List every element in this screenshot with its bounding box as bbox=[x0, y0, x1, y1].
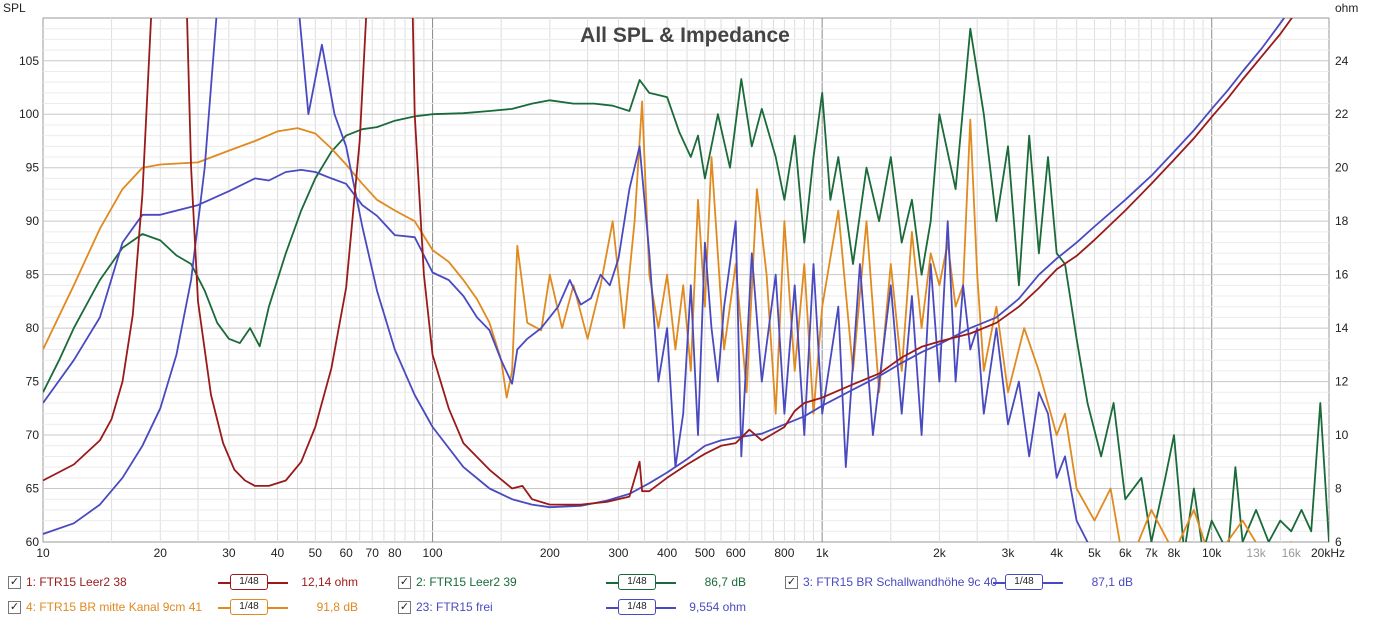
smoothing-label-2: 1/48 bbox=[618, 574, 656, 590]
y-tick-label-right: 22 bbox=[1335, 107, 1349, 121]
checkbox-4[interactable]: ✓ bbox=[8, 601, 21, 614]
y-axis-right-label: ohm bbox=[1335, 1, 1358, 15]
legend-name-1: 1: FTR15 Leer2 38 bbox=[26, 575, 127, 589]
y-axis-left-label: SPL bbox=[3, 1, 26, 15]
x-tick-label: 70 bbox=[366, 546, 380, 560]
smoothing-control-2[interactable]: 1/48 bbox=[606, 574, 676, 590]
x-tick-label: 20 bbox=[154, 546, 168, 560]
x-tick-label: 20kHz bbox=[1311, 546, 1345, 560]
y-tick-label-left: 85 bbox=[26, 268, 40, 282]
x-tick-label: 2k bbox=[933, 546, 947, 560]
y-axis-left-tick-labels: 60 65 70 75 80 85 90 95 100 105 bbox=[19, 54, 39, 549]
y-tick-label-left: 105 bbox=[19, 54, 39, 68]
y-tick-label-left: 100 bbox=[19, 107, 39, 121]
legend-value-4: 91,8 dB bbox=[316, 600, 358, 614]
smoothing-control-4[interactable]: 1/48 bbox=[218, 599, 288, 615]
x-tick-label: 100 bbox=[423, 546, 443, 560]
x-tick-label: 16k bbox=[1282, 546, 1302, 560]
legend-value-5: 9,554 ohm bbox=[689, 600, 746, 614]
x-tick-label: 10 bbox=[36, 546, 50, 560]
x-tick-label: 4k bbox=[1050, 546, 1064, 560]
x-tick-label: 1k bbox=[816, 546, 830, 560]
legend-entry-5: ✓ 23: FTR15 frei 1/48 9,554 ohm bbox=[398, 597, 768, 619]
y-tick-label-left: 65 bbox=[26, 482, 40, 496]
x-tick-label: 400 bbox=[657, 546, 677, 560]
x-tick-label: 13k bbox=[1246, 546, 1266, 560]
smoothing-label-5: 1/48 bbox=[618, 599, 656, 615]
x-tick-label: 80 bbox=[388, 546, 402, 560]
x-tick-label: 800 bbox=[774, 546, 794, 560]
curves bbox=[43, 18, 1329, 542]
y-tick-label-right: 18 bbox=[1335, 214, 1349, 228]
legend-name-3: 3: FTR15 BR Schallwandhöhe 9c 40 bbox=[803, 575, 998, 589]
y-tick-label-left: 90 bbox=[26, 214, 40, 228]
y-tick-label-right: 8 bbox=[1335, 482, 1342, 496]
x-tick-label: 6k bbox=[1119, 546, 1133, 560]
legend-name-5: 23: FTR15 frei bbox=[416, 600, 493, 614]
x-tick-label: 3k bbox=[1002, 546, 1016, 560]
y-tick-label-right: 10 bbox=[1335, 428, 1349, 442]
x-tick-label: 40 bbox=[271, 546, 285, 560]
legend-entry-3: ✓ 3: FTR15 BR Schallwandhöhe 9c 40 1/48 … bbox=[785, 572, 1165, 594]
smoothing-label-4: 1/48 bbox=[230, 599, 268, 615]
grid-lines bbox=[43, 18, 1329, 542]
x-tick-label: 30 bbox=[222, 546, 236, 560]
y-tick-label-right: 12 bbox=[1335, 375, 1349, 389]
x-tick-label: 600 bbox=[726, 546, 746, 560]
y-tick-label-right: 16 bbox=[1335, 268, 1349, 282]
x-tick-label: 500 bbox=[695, 546, 715, 560]
legend-row: ✓ 1: FTR15 Leer2 38 1/48 12,14 ohm ✓ 2: … bbox=[0, 572, 1385, 594]
smoothing-label-1: 1/48 bbox=[230, 574, 268, 590]
x-tick-label: 50 bbox=[309, 546, 323, 560]
y-axis-right-tick-labels: 6 8 10 12 14 16 18 20 22 24 bbox=[1335, 54, 1349, 549]
legend-entry-1: ✓ 1: FTR15 Leer2 38 1/48 12,14 ohm bbox=[8, 572, 388, 594]
x-axis-tick-labels: 10 20 30 40 50 60 70 80 100 200 300 400 500 600 800 1k 2… bbox=[36, 546, 1345, 560]
smoothing-label-3: 1/48 bbox=[1005, 574, 1043, 590]
x-tick-label: 300 bbox=[608, 546, 628, 560]
legend: ✓ 1: FTR15 Leer2 38 1/48 12,14 ohm ✓ 2: … bbox=[0, 568, 1385, 623]
series-line-ftr15-br-schallwandh-he-9c bbox=[43, 145, 1089, 542]
series-line-ftr15-leer2-39 bbox=[43, 27, 1329, 542]
x-tick-label: 200 bbox=[540, 546, 560, 560]
smoothing-control-1[interactable]: 1/48 bbox=[218, 574, 288, 590]
checkbox-2[interactable]: ✓ bbox=[398, 576, 411, 589]
legend-row: ✓ 4: FTR15 BR mitte Kanal 9cm 41 1/48 91… bbox=[0, 597, 1385, 619]
legend-name-4: 4: FTR15 BR mitte Kanal 9cm 41 bbox=[26, 600, 203, 614]
checkbox-5[interactable]: ✓ bbox=[398, 601, 411, 614]
legend-value-1: 12,14 ohm bbox=[301, 575, 358, 589]
y-tick-label-left: 75 bbox=[26, 375, 40, 389]
plot-area bbox=[42, 17, 1330, 543]
y-tick-label-left: 60 bbox=[26, 535, 40, 549]
legend-value-2: 86,7 dB bbox=[704, 575, 746, 589]
y-tick-label-right: 24 bbox=[1335, 54, 1349, 68]
x-tick-label: 8k bbox=[1168, 546, 1182, 560]
legend-value-3: 87,1 dB bbox=[1091, 575, 1133, 589]
x-tick-label: 10k bbox=[1202, 546, 1222, 560]
legend-entry-2: ✓ 2: FTR15 Leer2 39 1/48 86,7 dB bbox=[398, 572, 768, 594]
y-tick-label-left: 70 bbox=[26, 428, 40, 442]
series-line-ftr15-frei bbox=[43, 18, 1286, 535]
series-line-ftr15-leer2-38 bbox=[43, 18, 1293, 506]
y-tick-label-right: 6 bbox=[1335, 535, 1342, 549]
checkbox-3[interactable]: ✓ bbox=[785, 576, 798, 589]
smoothing-control-5[interactable]: 1/48 bbox=[606, 599, 676, 615]
x-tick-label: 7k bbox=[1145, 546, 1159, 560]
checkbox-1[interactable]: ✓ bbox=[8, 576, 21, 589]
y-tick-label-left: 95 bbox=[26, 161, 40, 175]
chart-title: All SPL & Impedance bbox=[580, 24, 790, 47]
legend-entry-4: ✓ 4: FTR15 BR mitte Kanal 9cm 41 1/48 91… bbox=[8, 597, 388, 619]
smoothing-control-3[interactable]: 1/48 bbox=[993, 574, 1063, 590]
y-tick-label-left: 80 bbox=[26, 321, 40, 335]
x-tick-label: 5k bbox=[1088, 546, 1102, 560]
legend-name-2: 2: FTR15 Leer2 39 bbox=[416, 575, 517, 589]
y-tick-label-right: 14 bbox=[1335, 321, 1349, 335]
spl-impedance-chart: 10 20 30 40 50 60 70 80 100 200 300 400 500 600 800 1k 2… bbox=[3, 1, 1358, 560]
y-tick-label-right: 20 bbox=[1335, 161, 1349, 175]
x-tick-label: 60 bbox=[339, 546, 353, 560]
series-line-ftr15-br-mitte-kanal-9cm bbox=[43, 100, 1293, 542]
